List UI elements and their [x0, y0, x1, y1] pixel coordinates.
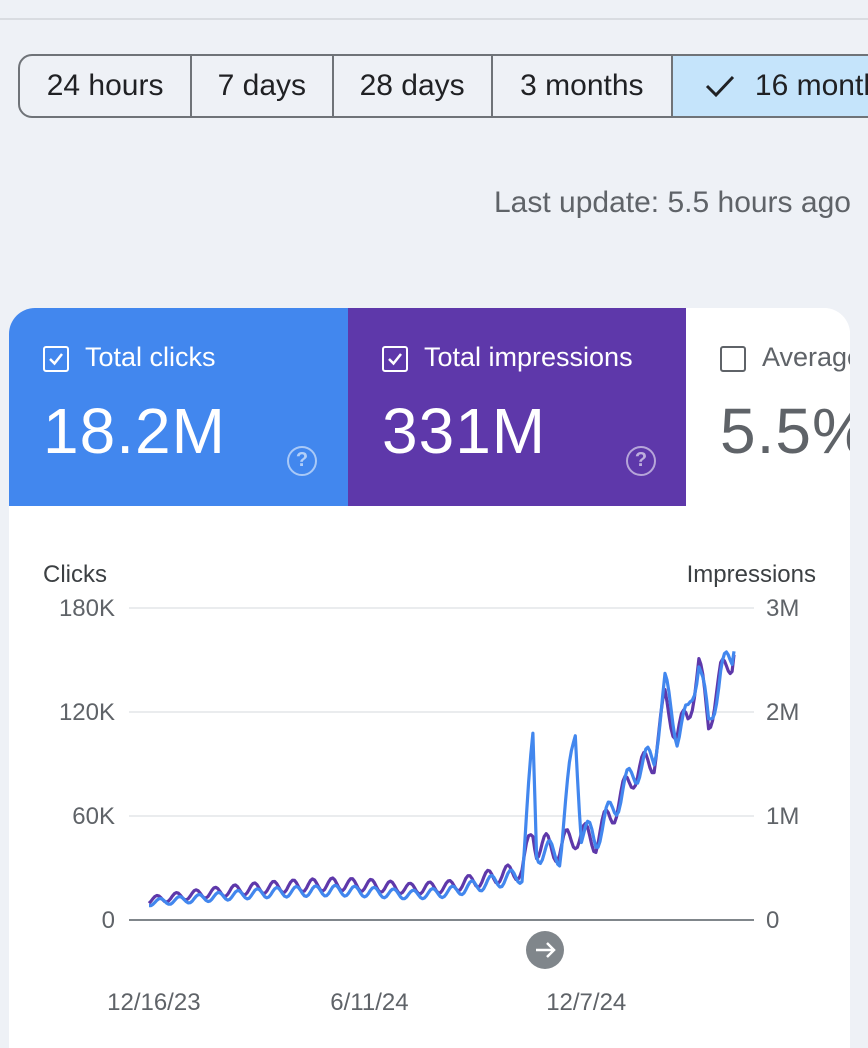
check-icon [703, 71, 737, 101]
x-tick-label: 12/7/24 [546, 989, 626, 1016]
impressions-series-line [147, 654, 736, 905]
y-right-tick-label: 2M [766, 699, 799, 726]
average-ctr-tile[interactable]: Average CTR 5.5% [686, 308, 850, 506]
next-arrow-button[interactable] [526, 931, 564, 969]
metric-label: Total clicks [85, 342, 216, 372]
date-range-label: 28 days [359, 69, 465, 102]
y-left-tick-label: 120K [59, 699, 115, 726]
metric-value: 331M [382, 395, 547, 467]
chart-svg: Clicks Impressions 180K 3M 120K 2M 60K 1M 0 0 12… [43, 561, 816, 1016]
date-range-selector: 24 hours 7 days 28 days 3 months 16 mont… [18, 54, 868, 118]
checkbox-icon[interactable] [43, 346, 69, 372]
date-range-label: 16 months [754, 69, 868, 102]
help-circle-icon[interactable]: ? [287, 446, 317, 476]
checkbox-icon[interactable] [720, 346, 746, 372]
clicks-series-line [149, 650, 736, 908]
help-circle-icon[interactable]: ? [626, 446, 656, 476]
date-range-7-days[interactable]: 7 days [192, 56, 334, 116]
arrow-right-glyph [536, 942, 556, 958]
total-impressions-tile[interactable]: Total impressions 331M ? [348, 308, 686, 506]
date-range-label: 7 days [217, 69, 307, 102]
y-right-tick-label: 0 [766, 907, 779, 934]
total-clicks-tile[interactable]: Total clicks 18.2M ? [9, 308, 348, 506]
y-left-axis-title: Clicks [43, 561, 107, 588]
date-range-label: 24 hours [46, 69, 164, 102]
performance-card: Total clicks 18.2M ? Total impressions 3… [9, 308, 850, 1048]
metric-label: Average CTR [762, 342, 850, 372]
y-left-tick-label: 180K [59, 595, 115, 622]
top-divider [0, 18, 868, 20]
performance-chart: Clicks Impressions 180K 3M 120K 2M 60K 1M 0 0 12… [9, 506, 850, 1048]
y-right-axis-title: Impressions [687, 561, 816, 588]
y-left-tick-label: 60K [72, 803, 115, 830]
metric-value: 18.2M [43, 395, 226, 467]
last-update-text: Last update: 5.5 hours ago [494, 186, 851, 219]
date-range-label: 3 months [520, 69, 644, 102]
metric-value: 5.5% [720, 395, 850, 467]
date-range-24-hours[interactable]: 24 hours [20, 56, 193, 116]
x-tick-label: 12/16/23 [107, 989, 200, 1016]
y-right-tick-label: 3M [766, 595, 799, 622]
checkbox-icon[interactable] [382, 346, 408, 372]
y-right-tick-label: 1M [766, 803, 799, 830]
y-left-tick-label: 0 [102, 907, 115, 934]
x-tick-label: 6/11/24 [330, 989, 408, 1016]
date-range-16-months[interactable]: 16 months [672, 56, 868, 116]
metric-label: Total impressions [424, 342, 633, 372]
date-range-28-days[interactable]: 28 days [334, 56, 493, 116]
date-range-3-months[interactable]: 3 months [493, 56, 673, 116]
